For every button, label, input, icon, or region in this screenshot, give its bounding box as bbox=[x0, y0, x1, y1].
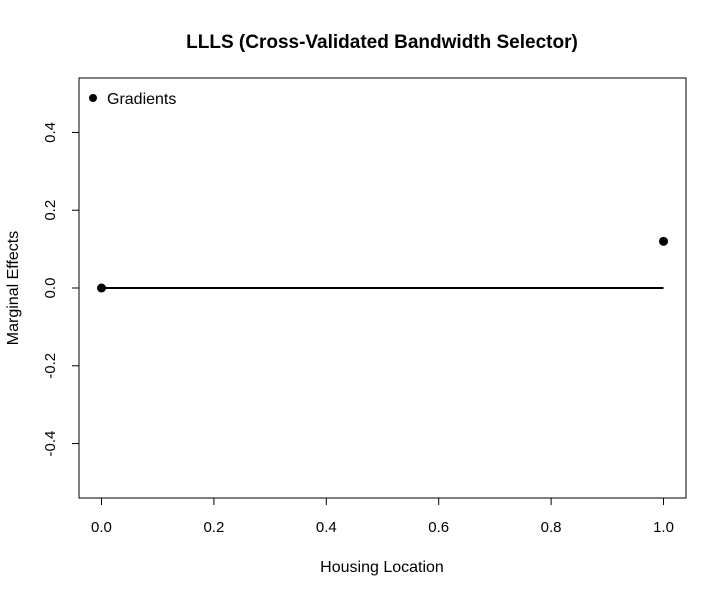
y-axis: -0.4 -0.2 0.0 0.2 0.4 bbox=[42, 122, 79, 456]
data-point bbox=[659, 236, 669, 246]
plot-area bbox=[96, 236, 669, 293]
x-tick-label: 0.2 bbox=[203, 519, 224, 536]
y-tick-label: -0.2 bbox=[42, 353, 59, 379]
y-tick-label: 0.4 bbox=[42, 122, 59, 143]
x-tick-label: 0.6 bbox=[428, 519, 449, 536]
y-tick-label: -0.4 bbox=[42, 431, 59, 457]
y-tick-label: 0.2 bbox=[42, 200, 59, 221]
x-axis: 0.0 0.2 0.4 0.6 0.8 1.0 bbox=[91, 498, 674, 536]
legend: Gradients bbox=[89, 91, 176, 108]
y-tick-label: 0.0 bbox=[42, 278, 59, 299]
legend-label-gradients: Gradients bbox=[107, 91, 176, 108]
x-tick-label: 0.0 bbox=[91, 519, 112, 536]
x-tick-label: 0.8 bbox=[541, 519, 562, 536]
x-axis-label: Housing Location bbox=[320, 559, 444, 576]
chart-title: LLLS (Cross-Validated Bandwidth Selector… bbox=[186, 32, 578, 53]
legend-marker-gradients bbox=[89, 94, 97, 102]
x-tick-label: 0.4 bbox=[316, 519, 337, 536]
data-point bbox=[96, 283, 106, 293]
y-axis-label: Marginal Effects bbox=[5, 231, 22, 345]
x-tick-label: 1.0 bbox=[653, 519, 674, 536]
